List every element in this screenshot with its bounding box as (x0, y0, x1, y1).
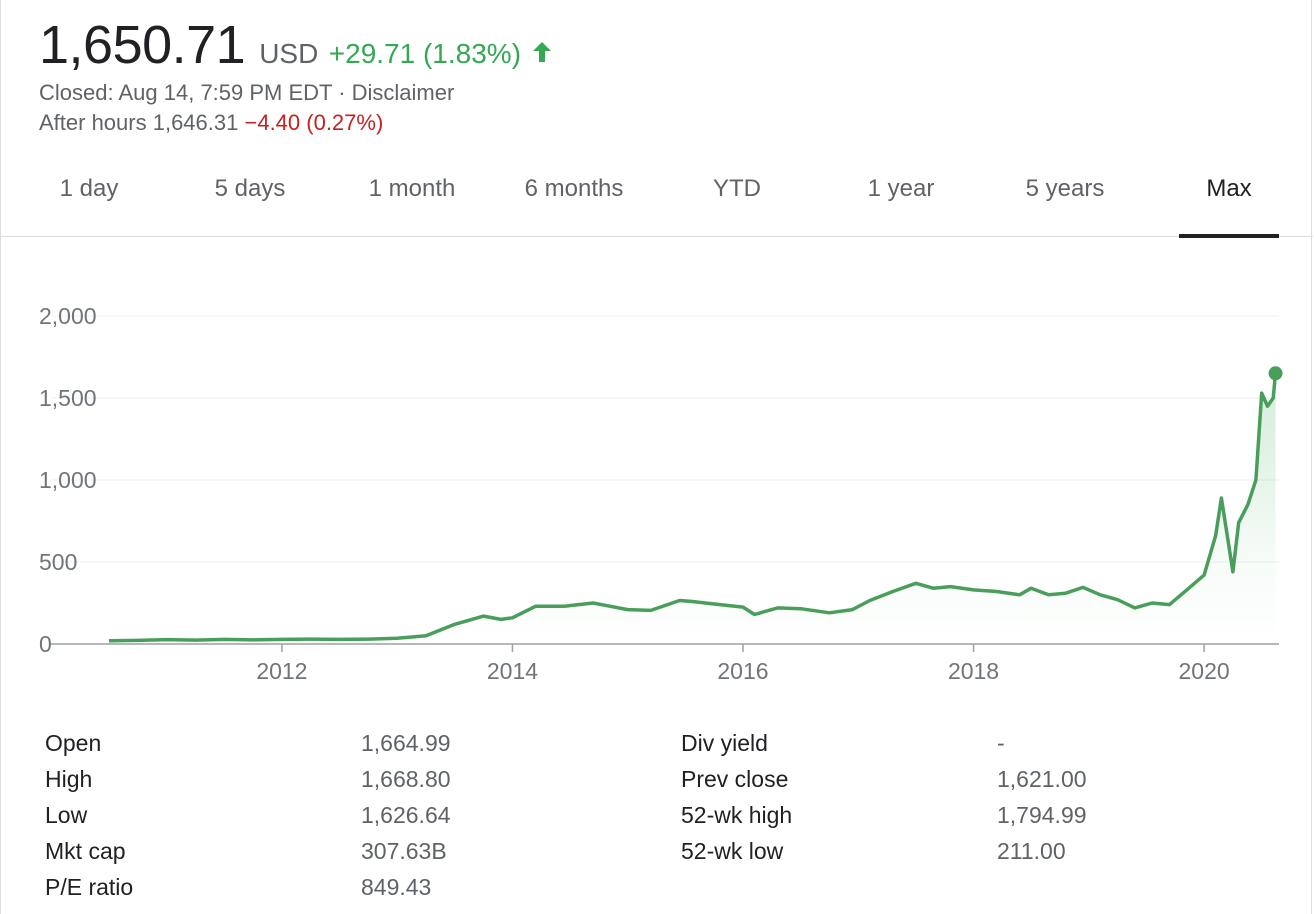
stat-value-low: 1,626.64 (361, 802, 451, 828)
y-tick-label: 500 (39, 549, 77, 575)
after-hours-price: After hours 1,646.31 (39, 110, 239, 135)
series-line (108, 373, 1278, 643)
market-status-text: Closed: Aug 14, 7:59 PM EDT · (39, 80, 352, 105)
price-change: +29.71 (1.83%) (328, 38, 522, 69)
tab-ytd[interactable]: YTD (713, 175, 761, 202)
stat-value-pe-ratio: 849.43 (361, 874, 432, 900)
series-end-dot (1268, 366, 1283, 381)
after-hours-change: −4.40 (0.27%) (244, 110, 384, 135)
current-price: 1,650.71 (39, 15, 246, 75)
stat-label-52wk-low: 52-wk low (681, 838, 784, 864)
stat-value-open: 1,664.99 (361, 730, 451, 756)
tab-max[interactable]: Max (1179, 160, 1279, 238)
stat-label-52wk-high: 52-wk high (681, 802, 793, 828)
tab-1-month[interactable]: 1 month (368, 175, 456, 202)
price-row: 1,650.71 USD +29.71 (1.83%) (39, 14, 553, 76)
x-tick-label: 2020 (1178, 658, 1229, 684)
stat-value-prev-close: 1,621.00 (997, 766, 1087, 792)
stat-label-low: Low (45, 802, 88, 828)
stat-label-div-yield: Div yield (681, 730, 768, 756)
stat-value-div-yield: - (997, 730, 1005, 756)
stat-value-52wk-high: 1,794.99 (997, 802, 1087, 828)
disclaimer-link[interactable]: Disclaimer (351, 80, 455, 105)
y-tick-label: 0 (39, 631, 52, 657)
stat-label-prev-close: Prev close (681, 766, 789, 792)
x-tick-label: 2012 (256, 658, 307, 684)
tab-6-months[interactable]: 6 months (524, 175, 624, 202)
stat-label-high: High (45, 766, 93, 792)
tab-5-years[interactable]: 5 years (1025, 175, 1105, 202)
market-status: Closed: Aug 14, 7:59 PM EDT · Disclaimer (39, 80, 454, 106)
currency: USD (259, 38, 319, 69)
x-tick-label: 2014 (487, 658, 538, 684)
x-tick-label: 2018 (948, 658, 999, 684)
range-tabs: 1 day 5 days 1 month 6 months YTD 1 year… (1, 160, 1313, 238)
y-tick-label: 1,500 (39, 385, 97, 411)
stat-value-high: 1,668.80 (361, 766, 451, 792)
y-tick-label: 1,000 (39, 467, 97, 493)
arrow-up-icon (531, 41, 553, 68)
after-hours: After hours 1,646.31 −4.40 (0.27%) (39, 110, 383, 136)
stat-value-52wk-low: 211.00 (997, 838, 1066, 864)
price-chart[interactable]: 0 500 1,000 1,500 2,000 2012 2014 2016 2018 2020 (1, 240, 1313, 710)
stat-value-mkt-cap: 307.63B (361, 838, 447, 864)
stat-label-open: Open (45, 730, 102, 756)
stat-label-pe-ratio: P/E ratio (45, 874, 134, 900)
tab-1-year[interactable]: 1 year (867, 175, 935, 202)
tab-1-day[interactable]: 1 day (59, 175, 119, 202)
series-area (109, 373, 1276, 644)
stat-label-mkt-cap: Mkt cap (45, 838, 126, 864)
tab-5-days[interactable]: 5 days (214, 175, 286, 202)
y-tick-label: 2,000 (39, 303, 97, 329)
x-tick-label: 2016 (717, 658, 768, 684)
